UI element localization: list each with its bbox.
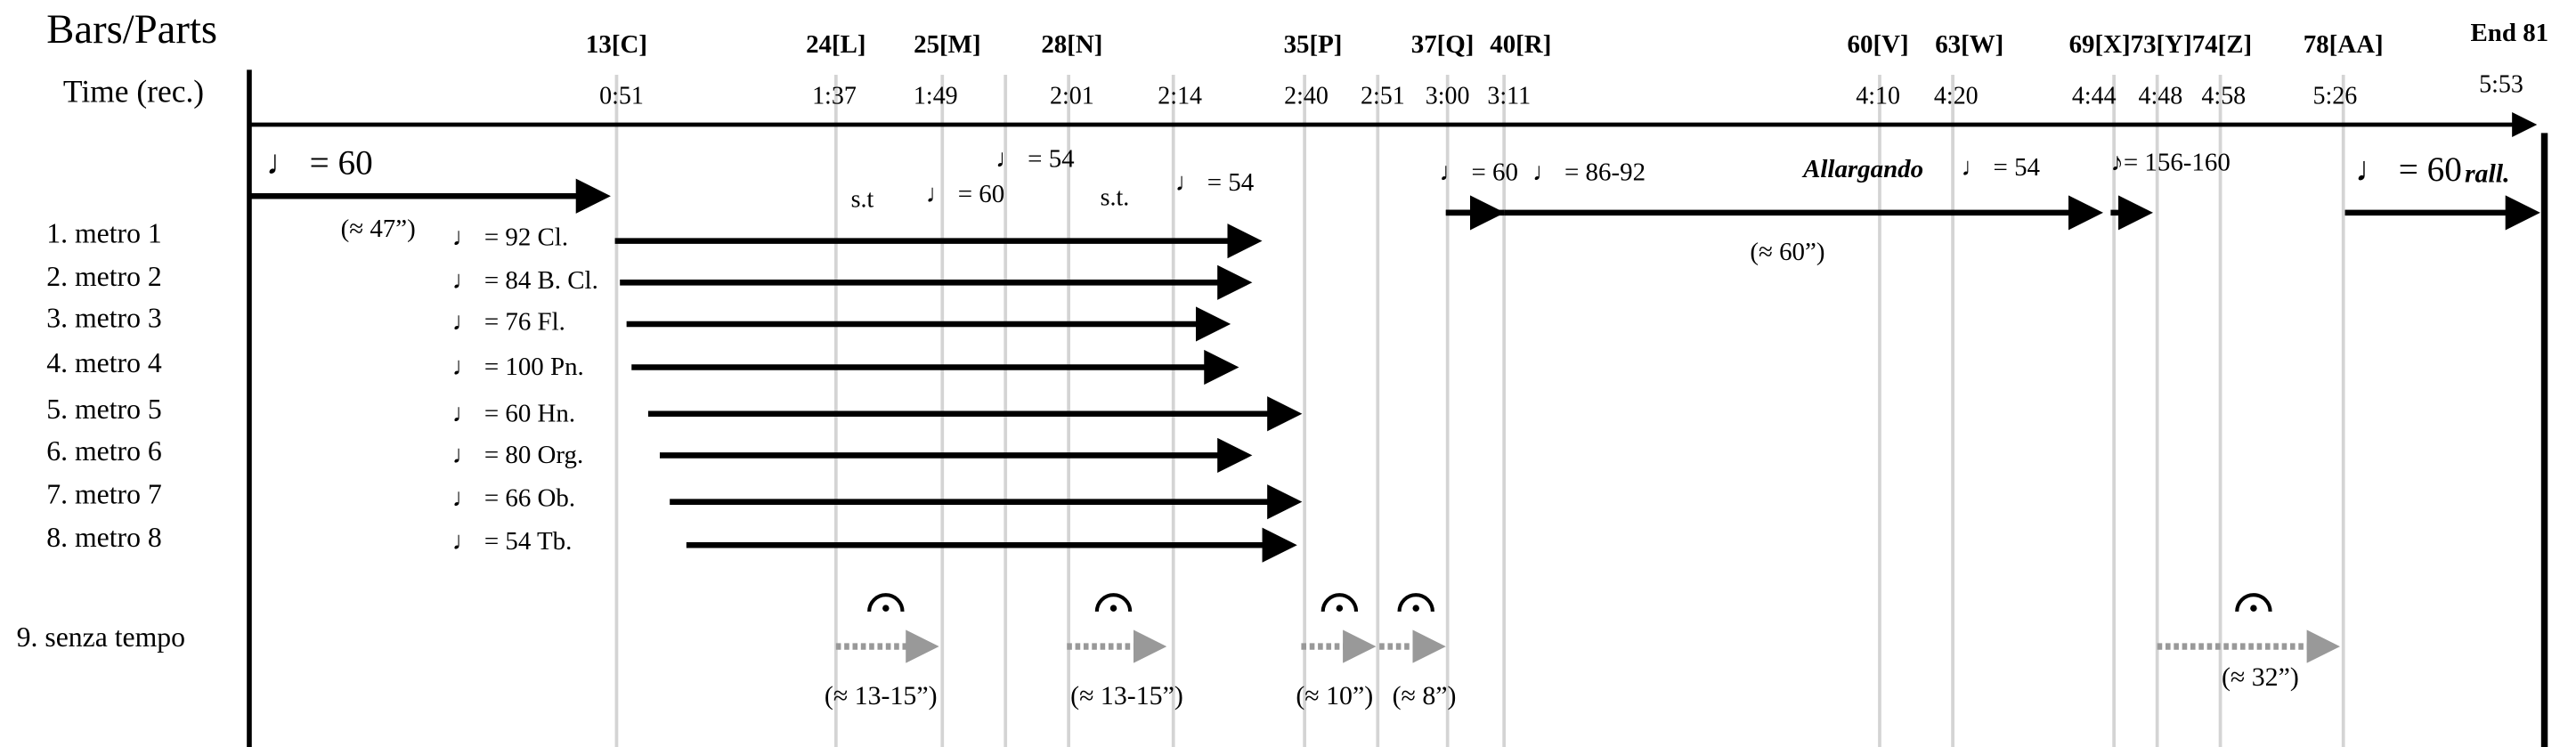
duration: (≈ 60”) (1750, 238, 1824, 266)
part-tempo: ♩ = 66 Ob. (452, 483, 575, 512)
fermata-dot (1336, 605, 1344, 612)
fermata-dot (1109, 605, 1117, 612)
duration: (≈ 32”) (2222, 662, 2299, 692)
tempo: ♩ = 86-92 (1532, 158, 1646, 187)
fermata-dot (2250, 605, 2257, 612)
time-label: 4:44 (2072, 83, 2117, 110)
part-tempo: ♩ = 92 Cl. (452, 223, 568, 251)
bar-label: 78[AA] (2304, 30, 2384, 59)
bar-label: 13[C] (586, 30, 647, 59)
tempo: ♩ = 54 (995, 145, 1075, 174)
part-label: 1. metro 1 (46, 217, 162, 248)
part-label: 4. metro 4 (46, 347, 162, 378)
tempo: ♩ = 54 (1175, 168, 1255, 197)
part-label: 7. metro 7 (46, 478, 162, 509)
time-label: 4:10 (1856, 83, 1900, 110)
part-tempo: ♩ = 84 B. Cl. (452, 266, 598, 295)
part-tempo: ♩ = 76 Fl. (452, 308, 565, 337)
part-tempo: ♩ = 100 Pn. (452, 353, 584, 381)
annotation: s.t. (1101, 183, 1130, 211)
time-label: Time (rec.) (63, 74, 204, 110)
annotation: rall. (2465, 159, 2510, 189)
time-label: 4:20 (1934, 83, 1979, 110)
bar-label: 25[M] (914, 30, 980, 59)
part-tempo: ♩ = 60 Hn. (452, 399, 575, 427)
part-label: 8. metro 8 (46, 522, 162, 553)
bar-label: 69[X]73[Y]74[Z] (2069, 30, 2253, 59)
time-label: 4:58 (2201, 83, 2246, 110)
tempo: ♩ = 60 (266, 144, 373, 183)
part-label: 5. metro 5 (46, 394, 162, 425)
time-label: 3:11 (1487, 83, 1531, 110)
duration: (≈ 10”) (1296, 681, 1373, 710)
bar-label: 28[N] (1041, 30, 1102, 59)
fermata (1397, 593, 1434, 613)
time-label: 2:14 (1158, 83, 1202, 110)
part-label: 2. metro 2 (46, 261, 162, 292)
duration: (≈ 13-15”) (825, 681, 938, 710)
annotation: Allargando (1801, 155, 1923, 183)
tempo: ♩ = 54 (1961, 153, 2040, 182)
part-label: 6. metro 6 (46, 435, 162, 467)
time-label: 0:51 (599, 83, 644, 110)
bar-label: 63[W] (1935, 30, 2003, 59)
tempo-arrows (248, 178, 2540, 663)
bar-label: End 81 (2471, 19, 2549, 47)
fermata (867, 593, 905, 613)
time-label: 1:49 (914, 83, 958, 110)
bar-label: 40[R] (1490, 30, 1551, 59)
duration: (≈ 47”) (341, 215, 416, 243)
fermata-dot (1412, 605, 1419, 612)
fermata (2235, 593, 2272, 613)
tempo: ♩ = 60 (2355, 150, 2462, 189)
part-tempo: ♩ = 80 Org. (452, 441, 584, 469)
part-label: 3. metro 3 (46, 303, 162, 334)
tempo: ♩ = 60 (926, 180, 1005, 208)
bar-label: 60[V] (1848, 30, 1909, 59)
bar-label: 37[Q] (1411, 30, 1475, 59)
time-label: 3:00 (1426, 83, 1470, 110)
time-label: 4:48 (2139, 83, 2183, 110)
title: Bars/Parts (46, 6, 217, 53)
tempo: ♪= 156-160 (2110, 148, 2230, 176)
time-label: 1:37 (812, 83, 857, 110)
time-label: 2:01 (1050, 83, 1094, 110)
tempo: ♩ = 60 (1439, 158, 1518, 187)
time-label: 5:53 (2479, 70, 2523, 98)
time-label: 2:51 (1361, 83, 1405, 110)
time-label: 2:40 (1284, 83, 1329, 110)
labels: Bars/Parts Time (rec.) 13[C] 24[L] 25[M] 28[N… (17, 6, 2548, 710)
annotation: s.t (851, 185, 874, 213)
fermata (1094, 593, 1133, 613)
duration: (≈ 13-15”) (1070, 681, 1183, 710)
duration: (≈ 8”) (1393, 681, 1457, 710)
fermata-dot (882, 605, 890, 612)
time-label: 5:26 (2312, 83, 2357, 110)
part-tempo: ♩ = 54 Tb. (452, 527, 573, 556)
part-label: 9. senza tempo (17, 621, 185, 653)
bar-label: 24[L] (806, 30, 865, 59)
bar-label: 35[P] (1284, 30, 1343, 59)
fermata (1321, 593, 1359, 613)
